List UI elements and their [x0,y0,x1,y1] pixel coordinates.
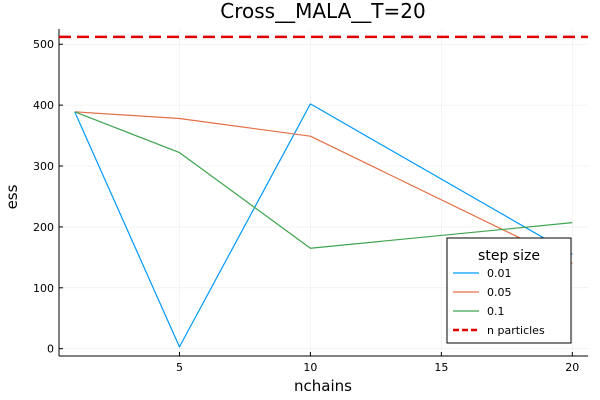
x-tick-label: 20 [565,361,579,374]
x-tick-label: 10 [303,361,317,374]
y-axis-label: ess [3,184,21,209]
legend-label: n particles [487,324,545,337]
y-tick-label: 300 [33,160,54,173]
y-tick-label: 0 [47,343,54,356]
grid [59,29,588,356]
series-line-0-1 [74,111,573,249]
x-tick-label: 15 [434,361,448,374]
series-line-0-05 [74,111,573,264]
x-tick-label: 5 [176,361,183,374]
legend-label: 0.01 [487,267,512,280]
y-tick-label: 500 [33,38,54,51]
legend-label: 0.1 [487,305,505,318]
chart-title: Cross__MALA__T=20 [220,0,425,23]
series-line-0-01 [74,103,573,348]
legend: step size 0.01 0.05 0.1 n particles [446,237,572,344]
legend-title: step size [478,248,540,264]
y-tick-label: 200 [33,221,54,234]
series-layer [59,35,588,348]
y-tick-label: 100 [33,282,54,295]
legend-label: 0.05 [487,286,512,299]
x-axis-label: nchains [294,377,352,395]
y-tick-label: 400 [33,99,54,112]
legend-box [446,237,572,344]
axes [58,29,588,357]
